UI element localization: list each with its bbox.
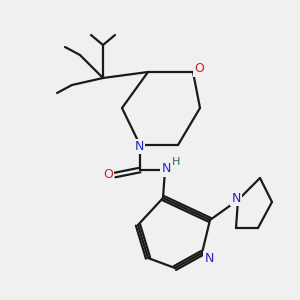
Text: H: H [172,157,180,167]
Text: N: N [161,163,171,176]
Text: O: O [103,169,113,182]
Text: N: N [134,140,144,152]
Text: O: O [194,62,204,76]
Text: N: N [231,191,241,205]
Text: N: N [204,251,214,265]
